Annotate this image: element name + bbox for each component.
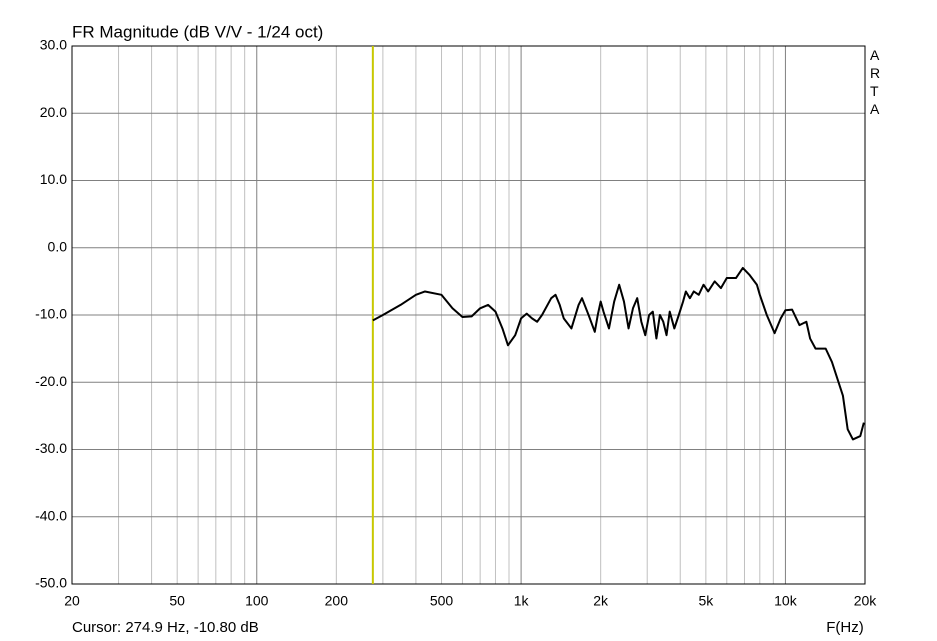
cursor-readout: Cursor: 274.9 Hz, -10.80 dB	[72, 619, 259, 636]
chart-title: FR Magnitude (dB V/V - 1/24 oct)	[72, 22, 323, 41]
y-tick-label: 20.0	[40, 104, 67, 120]
y-tick-label: 10.0	[40, 171, 67, 187]
y-tick-label: -10.0	[35, 306, 67, 322]
y-tick-label: -30.0	[35, 440, 67, 456]
y-tick-label: -50.0	[35, 575, 67, 591]
y-tick-label: 30.0	[40, 37, 67, 53]
y-tick-label: -20.0	[35, 373, 67, 389]
y-tick-label: 0.0	[48, 238, 68, 254]
x-tick-label: 20k	[854, 593, 878, 609]
x-tick-label: 200	[325, 593, 349, 609]
x-axis-label: F(Hz)	[826, 619, 864, 636]
x-tick-label: 10k	[774, 593, 798, 609]
watermark: ARTA	[870, 47, 881, 117]
plot-frame	[71, 45, 866, 585]
x-tick-label: 2k	[593, 593, 609, 609]
fr-curve	[372, 266, 865, 441]
x-tick-label: 100	[245, 593, 269, 609]
x-tick-label: 1k	[514, 593, 530, 609]
x-tick-label: 50	[169, 593, 185, 609]
x-tick-label: 5k	[698, 593, 714, 609]
x-tick-label: 500	[430, 593, 454, 609]
x-tick-label: 20	[64, 593, 80, 609]
y-tick-label: -40.0	[35, 507, 67, 523]
